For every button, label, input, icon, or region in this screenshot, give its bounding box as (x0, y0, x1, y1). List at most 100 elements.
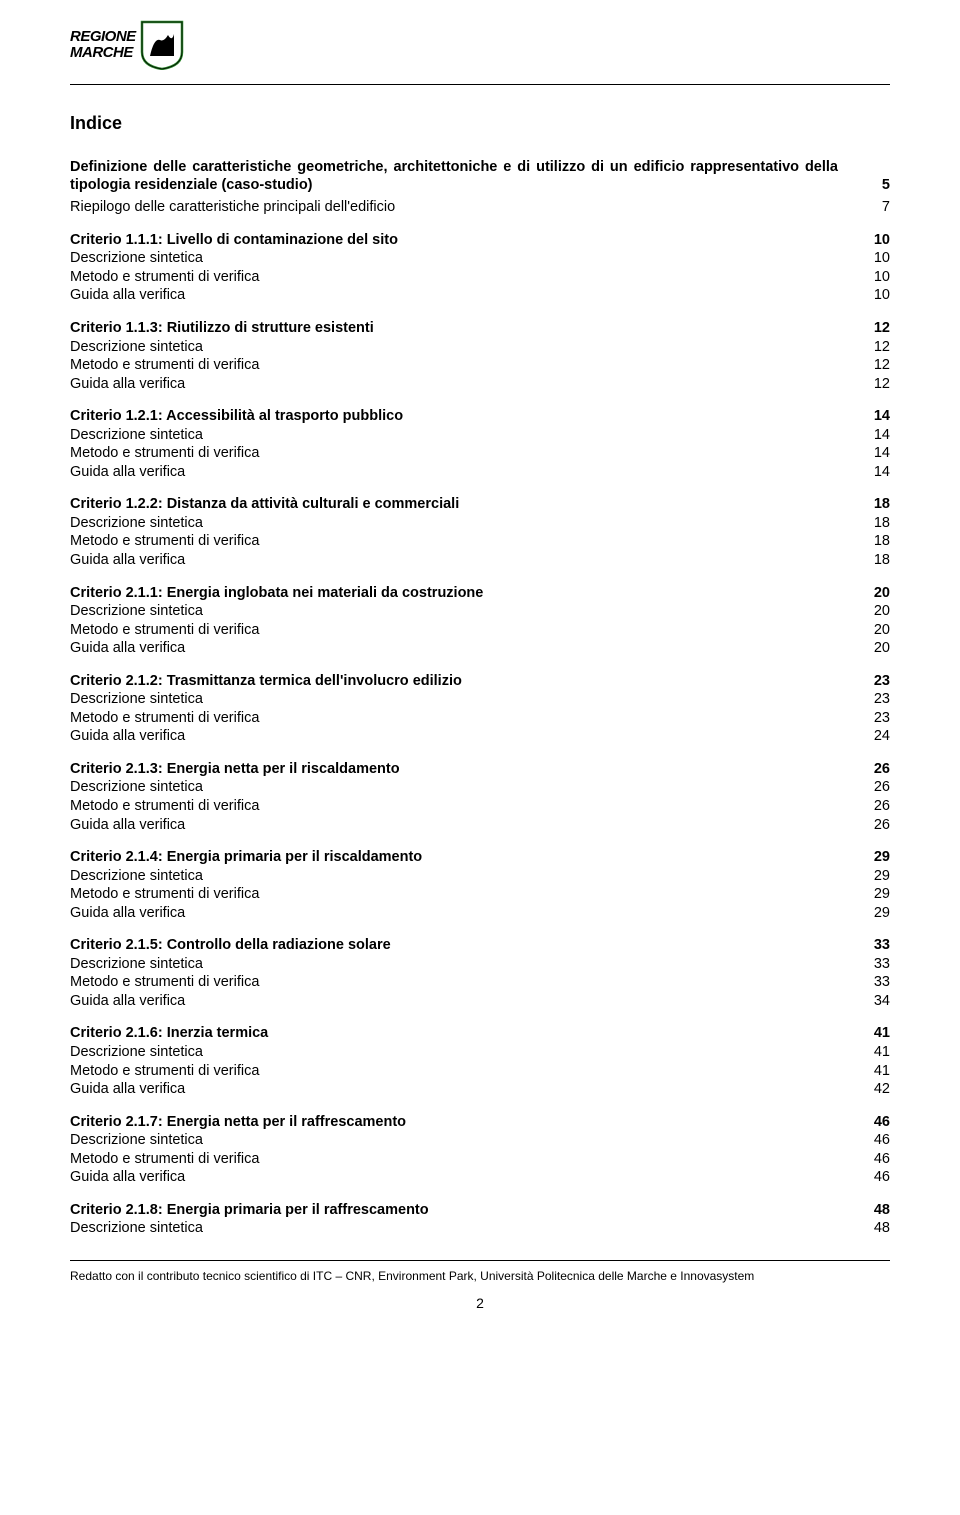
section-desc-page: 12 (858, 338, 890, 357)
section-guide: Guida alla verifica14 (70, 463, 890, 482)
section-method: Metodo e strumenti di verifica12 (70, 356, 890, 375)
section-title-page: 12 (858, 319, 890, 338)
section-method-label: Metodo e strumenti di verifica (70, 1150, 858, 1169)
logo-line1: REGIONE (70, 29, 136, 45)
section-guide-label: Guida alla verifica (70, 1168, 858, 1187)
section-desc: Descrizione sintetica18 (70, 514, 890, 533)
section-method-label: Metodo e strumenti di verifica (70, 797, 858, 816)
section-desc-page: 18 (858, 514, 890, 533)
section-title-page: 18 (858, 495, 890, 514)
section-title-page: 48 (858, 1201, 890, 1220)
section-guide: Guida alla verifica26 (70, 816, 890, 835)
section-title-page: 10 (858, 231, 890, 250)
section-guide-page: 34 (858, 992, 890, 1011)
section-guide: Guida alla verifica42 (70, 1080, 890, 1099)
section-method-page: 26 (858, 797, 890, 816)
section-desc: Descrizione sintetica41 (70, 1043, 890, 1062)
intro-row: Definizione delle caratteristiche geomet… (70, 158, 890, 194)
section-desc-label: Descrizione sintetica (70, 1131, 858, 1150)
section-guide: Guida alla verifica24 (70, 727, 890, 746)
section-desc-page: 26 (858, 778, 890, 797)
section-desc-page: 46 (858, 1131, 890, 1150)
logo: REGIONE MARCHE (70, 20, 890, 70)
section-guide: Guida alla verifica10 (70, 286, 890, 305)
section-guide-label: Guida alla verifica (70, 639, 858, 658)
section-guide-label: Guida alla verifica (70, 375, 858, 394)
section-desc: Descrizione sintetica10 (70, 249, 890, 268)
section-title-label: Criterio 2.1.4: Energia primaria per il … (70, 848, 858, 867)
section-method-label: Metodo e strumenti di verifica (70, 1062, 858, 1081)
section-method-label: Metodo e strumenti di verifica (70, 621, 858, 640)
section-method-page: 29 (858, 885, 890, 904)
header-divider (70, 84, 890, 85)
toc-section: Criterio 1.1.3: Riutilizzo di strutture … (70, 319, 890, 393)
section-desc-label: Descrizione sintetica (70, 426, 858, 445)
section-title-label: Criterio 1.1.1: Livello di contaminazion… (70, 231, 858, 250)
section-desc-label: Descrizione sintetica (70, 690, 858, 709)
section-guide-page: 18 (858, 551, 890, 570)
section-desc: Descrizione sintetica29 (70, 867, 890, 886)
section-title: Criterio 2.1.1: Energia inglobata nei ma… (70, 584, 890, 603)
section-guide-label: Guida alla verifica (70, 463, 858, 482)
toc-section: Criterio 2.1.3: Energia netta per il ris… (70, 760, 890, 834)
section-method-label: Metodo e strumenti di verifica (70, 973, 858, 992)
section-method-page: 20 (858, 621, 890, 640)
section-method-page: 12 (858, 356, 890, 375)
section-guide-label: Guida alla verifica (70, 286, 858, 305)
section-desc: Descrizione sintetica20 (70, 602, 890, 621)
section-method-label: Metodo e strumenti di verifica (70, 268, 858, 287)
section-title: Criterio 1.2.2: Distanza da attività cul… (70, 495, 890, 514)
section-title-label: Criterio 1.2.2: Distanza da attività cul… (70, 495, 858, 514)
section-title: Criterio 2.1.4: Energia primaria per il … (70, 848, 890, 867)
toc-section: Criterio 2.1.8: Energia primaria per il … (70, 1201, 890, 1238)
section-desc-label: Descrizione sintetica (70, 514, 858, 533)
section-guide-page: 46 (858, 1168, 890, 1187)
intro-page: 5 (858, 176, 890, 194)
section-desc-label: Descrizione sintetica (70, 1043, 858, 1062)
section-title: Criterio 1.1.1: Livello di contaminazion… (70, 231, 890, 250)
section-title: Criterio 2.1.8: Energia primaria per il … (70, 1201, 890, 1220)
section-guide: Guida alla verifica20 (70, 639, 890, 658)
section-desc: Descrizione sintetica12 (70, 338, 890, 357)
section-title: Criterio 2.1.7: Energia netta per il raf… (70, 1113, 890, 1132)
section-method-label: Metodo e strumenti di verifica (70, 356, 858, 375)
section-method-page: 18 (858, 532, 890, 551)
section-method: Metodo e strumenti di verifica46 (70, 1150, 890, 1169)
section-desc-page: 20 (858, 602, 890, 621)
logo-text: REGIONE MARCHE (70, 29, 136, 61)
section-title: Criterio 2.1.3: Energia netta per il ris… (70, 760, 890, 779)
section-method: Metodo e strumenti di verifica26 (70, 797, 890, 816)
section-desc-label: Descrizione sintetica (70, 1219, 858, 1238)
section-desc-page: 41 (858, 1043, 890, 1062)
toc-section: Criterio 2.1.5: Controllo della radiazio… (70, 936, 890, 1010)
section-desc-page: 14 (858, 426, 890, 445)
section-guide-label: Guida alla verifica (70, 904, 858, 923)
section-desc-page: 33 (858, 955, 890, 974)
section-title-label: Criterio 2.1.5: Controllo della radiazio… (70, 936, 858, 955)
section-title-page: 46 (858, 1113, 890, 1132)
intro-label: Definizione delle caratteristiche geomet… (70, 158, 858, 194)
section-title-page: 20 (858, 584, 890, 603)
section-desc: Descrizione sintetica14 (70, 426, 890, 445)
toc-section: Criterio 2.1.7: Energia netta per il raf… (70, 1113, 890, 1187)
section-guide-page: 24 (858, 727, 890, 746)
section-method: Metodo e strumenti di verifica20 (70, 621, 890, 640)
section-title-label: Criterio 2.1.1: Energia inglobata nei ma… (70, 584, 858, 603)
intro-row: Riepilogo delle caratteristiche principa… (70, 198, 890, 217)
section-title: Criterio 2.1.6: Inerzia termica41 (70, 1024, 890, 1043)
section-desc: Descrizione sintetica23 (70, 690, 890, 709)
section-method: Metodo e strumenti di verifica33 (70, 973, 890, 992)
section-desc-page: 10 (858, 249, 890, 268)
toc-section: Criterio 2.1.2: Trasmittanza termica del… (70, 672, 890, 746)
section-title-label: Criterio 2.1.3: Energia netta per il ris… (70, 760, 858, 779)
section-guide-page: 10 (858, 286, 890, 305)
section-title-page: 23 (858, 672, 890, 691)
section-method-label: Metodo e strumenti di verifica (70, 532, 858, 551)
section-method: Metodo e strumenti di verifica14 (70, 444, 890, 463)
section-method: Metodo e strumenti di verifica10 (70, 268, 890, 287)
section-desc-label: Descrizione sintetica (70, 249, 858, 268)
section-method-label: Metodo e strumenti di verifica (70, 709, 858, 728)
toc-section: Criterio 2.1.4: Energia primaria per il … (70, 848, 890, 922)
section-guide-page: 20 (858, 639, 890, 658)
section-title-label: Criterio 2.1.6: Inerzia termica (70, 1024, 858, 1043)
